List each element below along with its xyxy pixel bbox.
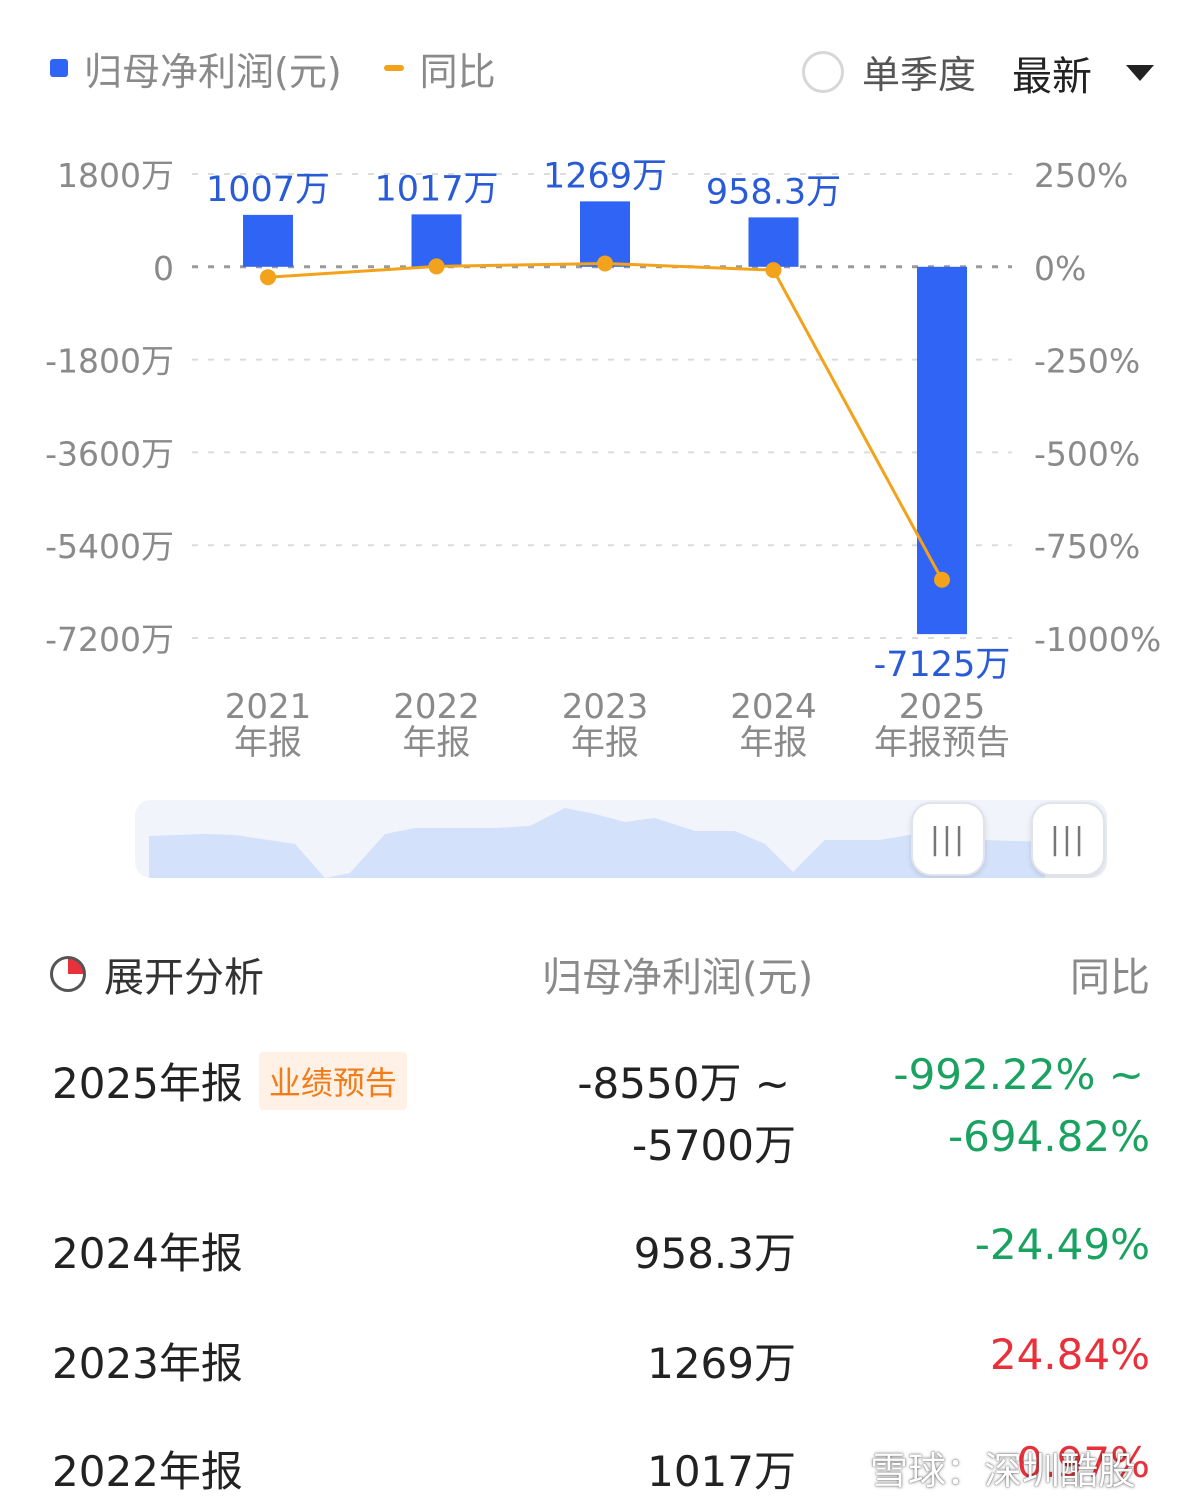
- yoy-point: [765, 262, 782, 279]
- left-axis-tick: -7200万: [45, 620, 174, 659]
- right-axis-tick: 0%: [1034, 249, 1086, 288]
- yoy-point: [597, 255, 613, 272]
- x-axis-tick: 2021: [225, 687, 312, 727]
- expand-analysis-label: 展开分析: [104, 955, 264, 1001]
- bar: [748, 217, 799, 267]
- yoy-point: [260, 269, 276, 286]
- quarter-toggle[interactable]: 单季度: [802, 44, 976, 99]
- profit-chart: 1800万 250% 0 0% -1800万 -250% -3600万 -500% -5400万…: [45, 156, 1161, 763]
- row-yoy: -992.22% ~: [893, 1050, 1144, 1099]
- left-axis-tick: -3600万: [45, 434, 174, 473]
- row-profit: -8550万 ~: [577, 1059, 790, 1108]
- right-axis-tick: -1000%: [1034, 620, 1161, 659]
- yoy-point: [934, 571, 950, 588]
- pie-chart-icon: [50, 956, 86, 992]
- zoom-slider[interactable]: ||| |||: [135, 800, 1107, 878]
- left-axis-tick: -1800万: [45, 342, 174, 381]
- x-axis-tick: 年报: [740, 723, 808, 763]
- row-period: 2022年报: [52, 1447, 243, 1496]
- x-axis-tick: 2023: [562, 687, 649, 727]
- sort-dropdown-label: 最新: [1012, 54, 1092, 100]
- x-axis-tick: 2022: [393, 687, 480, 727]
- bar-value-label: 1269万: [543, 156, 667, 196]
- yoy-point: [428, 258, 445, 275]
- chart-legend: 归母净利润(元) 同比: [50, 40, 496, 96]
- bar-value-label: 1007万: [206, 170, 330, 210]
- x-axis-tick: 年报: [403, 723, 471, 763]
- row-yoy: 0.97%: [1016, 1438, 1150, 1487]
- expand-analysis[interactable]: 展开分析: [50, 945, 264, 1003]
- x-axis-tick: 年报: [571, 723, 639, 763]
- right-axis-tick: -250%: [1034, 342, 1140, 381]
- row-period: 2025年报: [52, 1059, 243, 1108]
- right-axis-tick: -750%: [1034, 527, 1140, 566]
- row-yoy: -694.82%: [947, 1112, 1150, 1161]
- row-period: 2023年报: [52, 1339, 243, 1388]
- legend-line-label[interactable]: 同比: [419, 49, 496, 94]
- row-period: 2024年报: [52, 1229, 243, 1278]
- right-axis-tick: -500%: [1034, 434, 1140, 473]
- row-profit: 1017万: [647, 1447, 796, 1496]
- x-axis-tick: 年报预告: [874, 723, 1010, 763]
- bar-value-label: 958.3万: [706, 172, 841, 212]
- caret-down-icon: [1126, 65, 1154, 81]
- right-axis-tick: 250%: [1034, 156, 1128, 195]
- quarter-toggle-label: 单季度: [862, 53, 977, 97]
- legend-bar-label[interactable]: 归母净利润(元): [84, 49, 342, 94]
- bar-legend-swatch: [50, 59, 68, 77]
- zoom-handle-left[interactable]: |||: [911, 802, 985, 876]
- line-legend-swatch: [383, 65, 404, 71]
- row-yoy: -24.49%: [974, 1220, 1150, 1269]
- watermark: 雪球：深圳酷股: [870, 1449, 1137, 1493]
- bar: [411, 214, 462, 267]
- row-profit: 1269万: [647, 1339, 796, 1388]
- radio-icon[interactable]: [802, 50, 844, 93]
- forecast-badge: 业绩预告: [258, 1051, 407, 1110]
- row-yoy: 24.84%: [989, 1330, 1150, 1379]
- row-profit: 958.3万: [633, 1229, 796, 1278]
- bar-value-label: 1017万: [374, 169, 498, 209]
- yoy-line: [267, 261, 944, 581]
- bar-value-label: -7125万: [874, 645, 1011, 685]
- x-axis-tick: 年报: [234, 723, 302, 763]
- left-axis-tick: -5400万: [45, 527, 174, 566]
- row-profit: -5700万: [631, 1121, 796, 1170]
- col-header-yoy: 同比: [1070, 955, 1150, 1001]
- zoom-preview-area: [149, 808, 1045, 878]
- left-axis-tick: 1800万: [57, 156, 174, 195]
- bar: [243, 214, 293, 267]
- table-row: 2025年报 业绩预告: [52, 1050, 407, 1111]
- col-header-profit: 归母净利润(元): [542, 955, 814, 1001]
- sort-dropdown[interactable]: 最新: [1012, 44, 1154, 102]
- x-axis-tick: 2025: [899, 687, 986, 727]
- zoom-handle-right[interactable]: |||: [1031, 802, 1105, 876]
- x-axis-tick: 2024: [730, 687, 817, 727]
- left-axis-tick: 0: [153, 249, 174, 288]
